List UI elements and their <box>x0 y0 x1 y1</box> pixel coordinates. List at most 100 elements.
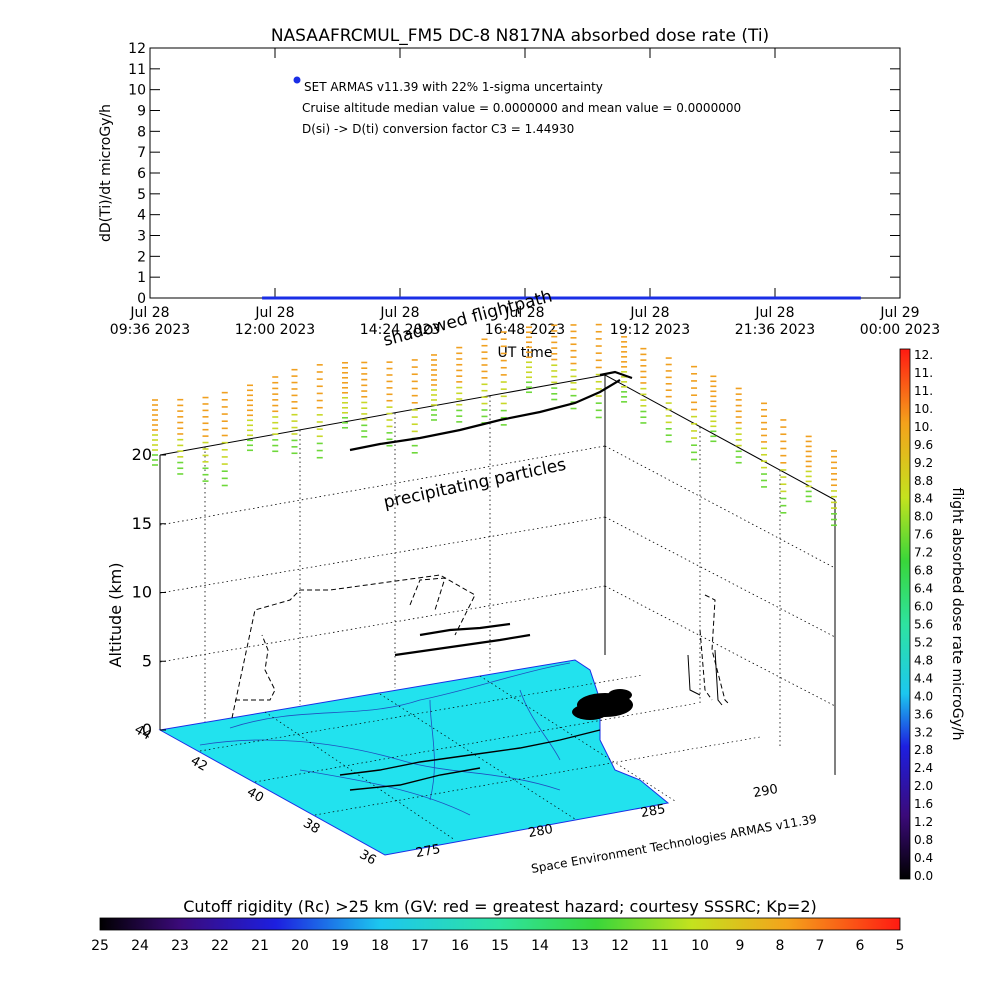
x-tick-label-time: 14:24 2023 <box>360 322 440 338</box>
rigidity-colorbar-tick: 17 <box>411 938 429 954</box>
dose-rate-point <box>340 296 346 300</box>
dose-rate-point <box>548 296 554 300</box>
dose-colorbar-tick: 10. <box>914 402 933 416</box>
latitude-tick-label: 36 <box>357 847 379 868</box>
rigidity-colorbar-tick: 13 <box>571 938 589 954</box>
dose-rate-point <box>345 296 351 300</box>
dose-colorbar-tick: 6.4 <box>914 582 933 596</box>
dose-rate-point <box>454 296 460 300</box>
dose-rate-point <box>285 296 291 300</box>
dose-colorbar-tick: 0.8 <box>914 833 933 847</box>
y-tick-label: 4 <box>137 208 146 224</box>
dose-rate-point <box>475 296 481 300</box>
longitude-tick-label: 280 <box>527 822 554 841</box>
dose-colorbar-tick: 2.0 <box>914 779 933 793</box>
dose-rate-point <box>571 296 577 300</box>
dose-rate-point <box>441 296 447 300</box>
dose-rate-point <box>332 296 338 300</box>
dose-rate-point <box>282 296 288 300</box>
dose-rate-point <box>574 296 580 300</box>
dose-rate-point <box>785 296 791 300</box>
dose-rate-point <box>772 296 778 300</box>
dose-rate-point <box>488 296 494 300</box>
dose-rate-point <box>517 296 523 300</box>
dose-colorbar-tick: 4.8 <box>914 653 933 667</box>
dose-rate-point <box>527 296 533 300</box>
dose-rate-point <box>467 296 473 300</box>
dose-rate-point <box>363 296 369 300</box>
dose-rate-point <box>558 296 564 300</box>
dose-rate-point <box>295 296 301 300</box>
dose-rate-point <box>319 296 325 300</box>
dose-rate-point <box>293 296 299 300</box>
dose-rate-point <box>652 296 658 300</box>
dose-rate-point <box>426 296 432 300</box>
dose-rate-point <box>855 296 861 300</box>
dose-rate-point <box>749 296 755 300</box>
rigidity-colorbar-tick: 19 <box>331 938 349 954</box>
dose-rate-point <box>710 296 715 300</box>
dose-rate-point <box>483 296 489 300</box>
dose-colorbar: 0.0 0.4 0.8 1.2 1.6 2.0 2.4 2.8 3.2 3.6 4.0 4.4 4.8 5… <box>899 348 965 883</box>
dose-rate-point <box>480 296 486 300</box>
dose-rate-point <box>374 296 380 300</box>
dose-rate-point <box>290 296 296 300</box>
dose-rate-point <box>337 296 343 300</box>
dose-rate-point <box>298 296 304 300</box>
dose-rate-point <box>321 296 327 300</box>
dose-rate-point <box>506 296 512 300</box>
dose-rate-point <box>496 296 502 300</box>
dose-rate-point <box>314 296 320 300</box>
altitude-tick-label: 15 <box>132 514 152 533</box>
dose-rate-point <box>611 296 617 300</box>
altitude-tick-label: 10 <box>132 583 152 602</box>
rigidity-colorbar-tick: 23 <box>171 938 189 954</box>
chart-title: NASAAFRCMUL_FM5 DC-8 N817NA absorbed dos… <box>271 26 769 46</box>
dose-rate-point <box>754 296 760 300</box>
dose-rate-point <box>845 296 851 300</box>
altitude-3d-plot: 0 5 10 15 20 36 38 40 42 44 275 280 285 290 Altitud… <box>106 286 837 876</box>
dose-colorbar-tick: 11. <box>914 384 933 398</box>
dose-rate-point <box>392 296 398 300</box>
dose-rate-point <box>525 296 531 300</box>
dose-rate-point <box>423 296 429 300</box>
dose-rate-point <box>683 296 689 300</box>
dose-rate-point <box>618 296 624 300</box>
dose-rate-point <box>439 296 445 300</box>
dose-rate-point <box>782 296 788 300</box>
longitude-tick-label: 285 <box>640 802 667 821</box>
dose-rate-point <box>707 296 713 300</box>
rigidity-colorbar-tick: 22 <box>211 938 229 954</box>
y-tick-label: 9 <box>137 104 146 120</box>
dose-rate-point <box>277 296 283 300</box>
flight-cluster <box>572 689 633 720</box>
dose-rate-point <box>626 296 632 300</box>
dose-rate-point <box>848 296 854 300</box>
dose-rate-point <box>808 296 814 300</box>
dose-rate-point <box>418 296 424 300</box>
dose-rate-point <box>605 296 611 300</box>
dose-rate-point <box>415 296 421 300</box>
dose-rate-point <box>764 296 770 300</box>
dose-rate-point <box>460 296 465 300</box>
dose-rate-point <box>751 296 757 300</box>
dose-rate-point <box>642 296 648 300</box>
dose-rate-point <box>556 296 562 300</box>
y-tick-label: 12 <box>128 41 146 57</box>
dose-rate-point <box>621 296 627 300</box>
dose-colorbar-tick: 10. <box>914 420 933 434</box>
dose-rate-point <box>311 296 317 300</box>
latitude-ticks: 36 38 40 42 44 <box>132 722 379 868</box>
dose-rate-point <box>402 296 408 300</box>
rigidity-colorbar-tick: 18 <box>371 938 389 954</box>
dose-colorbar-gradient <box>899 348 911 880</box>
precipitating-particles-markers <box>152 323 837 527</box>
dose-rate-point <box>835 296 840 300</box>
legend-series-name: SET ARMAS v11.39 with 22% 1-sigma uncert… <box>304 80 603 94</box>
x-tick-label-date: Jul 28 <box>129 305 169 321</box>
dose-rate-point <box>811 296 817 300</box>
dose-colorbar-tick: 2.4 <box>914 761 933 775</box>
x-tick-label-time: 00:00 2023 <box>860 322 940 338</box>
dose-rate-point <box>746 296 752 300</box>
dose-rate-point <box>670 296 676 300</box>
